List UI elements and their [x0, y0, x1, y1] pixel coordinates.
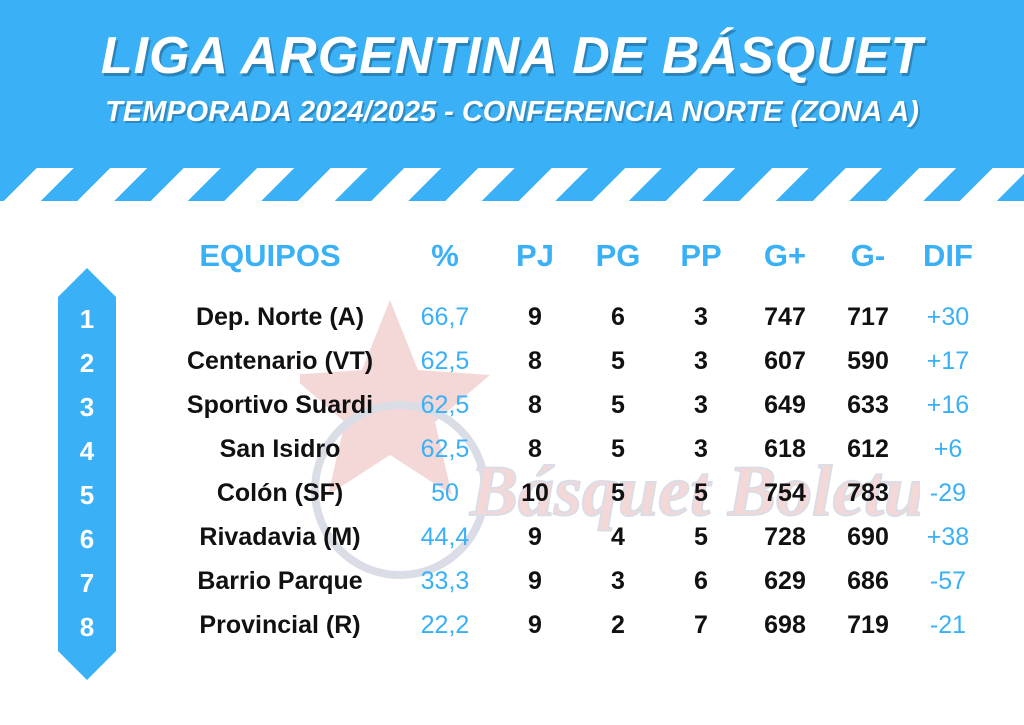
- dif-cell: -29: [929, 479, 967, 507]
- gc-cell: 719: [847, 611, 889, 639]
- pg-cell: 6: [611, 303, 625, 331]
- rank-number: 4: [79, 436, 95, 466]
- column-header-pj: PJ: [516, 238, 554, 273]
- column-header-team: EQUIPOS: [199, 238, 341, 273]
- dif-cell: +38: [926, 523, 970, 551]
- pg-cell: 2: [611, 611, 625, 639]
- dif-cell: +30: [926, 303, 970, 331]
- pg-cell: 5: [611, 347, 625, 375]
- pg-cell: 4: [611, 523, 625, 551]
- pg-cell: 5: [611, 435, 625, 463]
- gc-cell: 686: [847, 567, 889, 595]
- column-header-gf: G+: [763, 238, 807, 273]
- pct-cell: 50: [431, 479, 459, 507]
- pj-cell: 9: [528, 303, 542, 331]
- page-subtitle: TEMPORADA 2024/2025 - CONFERENCIA NORTE …: [105, 96, 919, 128]
- pj-cell: 9: [528, 611, 542, 639]
- gf-cell: 618: [764, 435, 806, 463]
- pg-cell: 5: [611, 479, 625, 507]
- pp-cell: 3: [694, 347, 708, 375]
- column-header-gc: G-: [850, 238, 886, 273]
- pp-cell: 3: [694, 435, 708, 463]
- pct-cell: 62,5: [420, 391, 470, 419]
- rank-number: 7: [79, 568, 95, 598]
- rank-ribbon: [58, 268, 116, 680]
- watermark-text: Básquet Boletunes: [469, 451, 920, 531]
- team-name: Centenario (VT): [186, 347, 374, 375]
- pct-cell: 33,3: [420, 567, 470, 595]
- rank-number: 5: [79, 480, 95, 510]
- pct-cell: 62,5: [420, 435, 470, 463]
- column-header-pg: PG: [595, 238, 641, 273]
- pct-cell: 44,4: [420, 523, 470, 551]
- dif-cell: -21: [929, 611, 967, 639]
- team-name: Dep. Norte (A): [195, 303, 365, 331]
- gf-cell: 747: [764, 303, 806, 331]
- pct-cell: 62,5: [420, 347, 470, 375]
- page-title: LIGA ARGENTINA DE BÁSQUET: [100, 27, 924, 85]
- gf-cell: 698: [764, 611, 806, 639]
- pp-cell: 3: [694, 391, 708, 419]
- rank-number: 6: [79, 524, 95, 554]
- pp-cell: 5: [694, 479, 708, 507]
- pp-cell: 6: [694, 567, 708, 595]
- watermark-ball-icon: [311, 401, 489, 579]
- watermark-star-icon: [300, 300, 490, 495]
- pct-cell: 66,7: [420, 303, 470, 331]
- pj-cell: 9: [528, 567, 542, 595]
- column-header-pct: %: [431, 238, 459, 273]
- pg-cell: 3: [611, 567, 625, 595]
- rank-number: 2: [79, 348, 95, 378]
- team-name: Provincial (R): [199, 611, 361, 639]
- pct-cell: 22,2: [420, 611, 470, 639]
- dif-cell: +6: [933, 435, 963, 463]
- gf-cell: 629: [764, 567, 806, 595]
- striped-divider: [0, 168, 1024, 201]
- rank-number: 1: [79, 304, 95, 334]
- gc-cell: 633: [847, 391, 889, 419]
- pj-cell: 9: [528, 523, 542, 551]
- pj-cell: 8: [528, 435, 542, 463]
- rank-number: 3: [79, 392, 95, 422]
- gf-cell: 754: [764, 479, 806, 507]
- watermark-logo: Básquet Boletunes: [300, 300, 920, 579]
- column-header-dif: DIF: [923, 238, 973, 273]
- gc-cell: 717: [847, 303, 889, 331]
- team-name: Rivadavia (M): [199, 523, 361, 551]
- pg-cell: 5: [611, 391, 625, 419]
- gc-cell: 590: [847, 347, 889, 375]
- team-name: Sportivo Suardi: [186, 391, 374, 419]
- dif-cell: -57: [929, 567, 967, 595]
- team-name: Colón (SF): [216, 479, 344, 507]
- dif-cell: +16: [926, 391, 970, 419]
- column-header-pp: PP: [680, 238, 722, 273]
- pj-cell: 10: [521, 479, 549, 507]
- rank-number: 8: [79, 612, 95, 642]
- pj-cell: 8: [528, 391, 542, 419]
- pj-cell: 8: [528, 347, 542, 375]
- gc-cell: 690: [847, 523, 889, 551]
- pp-cell: 5: [694, 523, 708, 551]
- dif-cell: +17: [926, 347, 970, 375]
- team-name: Barrio Parque: [197, 567, 363, 595]
- gc-cell: 783: [847, 479, 889, 507]
- gc-cell: 612: [847, 435, 889, 463]
- pp-cell: 3: [694, 303, 708, 331]
- gf-cell: 728: [764, 523, 806, 551]
- team-name: San Isidro: [219, 435, 341, 463]
- gf-cell: 607: [764, 347, 806, 375]
- gf-cell: 649: [764, 391, 806, 419]
- pp-cell: 7: [694, 611, 708, 639]
- header-banner: LIGA ARGENTINA DE BÁSQUET TEMPORADA 2024…: [0, 0, 1024, 168]
